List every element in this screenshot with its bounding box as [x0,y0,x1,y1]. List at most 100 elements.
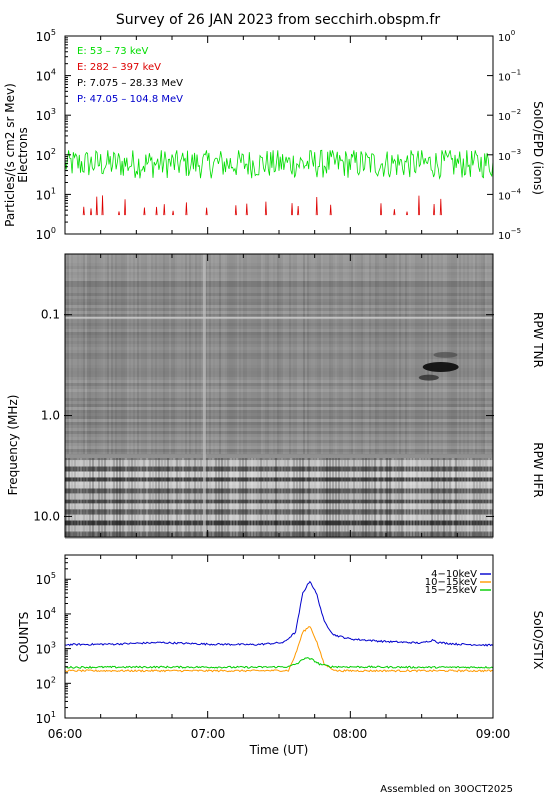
spectrogram-column [427,254,429,454]
spectrogram-row [65,269,493,272]
hfr-column [104,458,106,537]
hfr-column [116,458,118,537]
spectrogram-column [229,254,231,454]
spectrogram-column [267,254,269,454]
hfr-column [221,458,223,537]
hfr-column [215,458,217,537]
series-line-electrons-53-73 [64,149,494,180]
hfr-column [290,458,292,537]
spectrogram-column [295,254,297,454]
spectrogram-column [459,254,461,454]
hfr-column [404,458,406,537]
spectrogram-column [377,254,379,454]
hfr-column [488,458,490,537]
spectrogram-row [65,362,493,365]
hfr-column [206,458,208,537]
hfr-column [182,458,184,537]
spectrogram-column [331,254,333,454]
spectrogram-column [411,254,413,454]
spectrogram-column [403,254,405,454]
y-tick-label: 1.0 [41,409,60,423]
spectrogram-column [171,254,173,454]
spectrogram-column [259,254,261,454]
hfr-column [413,458,415,537]
hfr-column [362,458,364,537]
spectrogram-column [85,254,87,454]
spectrogram-column [353,254,355,454]
spectrogram-row [65,470,493,473]
hfr-column [80,458,82,537]
spectrogram-column [67,254,69,454]
spectrogram-column [487,254,489,454]
epd-legend: E: 53 – 73 keV E: 282 – 397 keV P: 7.075… [77,46,183,105]
spectrogram-column [365,254,367,454]
hfr-band [65,478,493,481]
spectrogram-column [157,254,159,454]
spectrogram-column [475,254,477,454]
spectrogram-column [289,254,291,454]
spectrogram-column [319,254,321,454]
hfr-band [65,504,493,509]
spectrogram-row [65,458,493,461]
spectrogram-row [65,281,493,284]
hfr-column [440,458,442,537]
stix-legend-item: 10−15keV [425,577,477,588]
spectrogram-column [207,254,209,454]
spectrogram-column [77,254,79,454]
hfr-column [395,458,397,537]
spectrogram-row [65,524,493,527]
hfr-column [350,458,352,537]
hfr-column [248,458,250,537]
hfr-column [254,458,256,537]
spectrogram-column [265,254,267,454]
series-spike-electrons-282-397 [205,207,208,216]
spectrogram-column [195,254,197,454]
spectrogram-row [65,443,493,446]
spectrogram-column [231,254,233,454]
spectrogram-column [479,254,481,454]
spectrogram-row [65,413,493,416]
hfr-column [449,458,451,537]
hfr-column [470,458,472,537]
spectrogram-column [317,254,319,454]
x-tick-label: 07:00 [191,727,226,741]
hfr-band [65,526,493,531]
hfr-column [191,458,193,537]
spectrogram-column [191,254,193,454]
spectrogram-column [261,254,263,454]
spectrogram-row [65,377,493,380]
spectrogram-row [65,344,493,347]
spectrogram-column [109,254,111,454]
hfr-column [383,458,385,537]
hfr-column [464,458,466,537]
spectrogram-column [313,254,315,454]
hfr-column [233,458,235,537]
footer-assembled: Assembled on 30OCT2025 [380,784,513,795]
spectrogram-column [399,254,401,454]
spectrogram-column [239,254,241,454]
spectrogram-column [81,254,83,454]
hfr-column [65,458,67,537]
hfr-column [482,458,484,537]
spectrogram-column [209,254,211,454]
spectrogram-row [65,350,493,353]
hfr-column [179,458,181,537]
spectrogram-column [463,254,465,454]
series-spike-electrons-282-397 [82,206,85,216]
hfr-column [446,458,448,537]
spectrogram-column [381,254,383,454]
hfr-column [476,458,478,537]
stix-ylabel: COUNTS [17,612,31,663]
hfr-column [305,458,307,537]
spectrogram-column [249,254,251,454]
hfr-column [365,458,367,537]
hfr-column [137,458,139,537]
series-spike-electrons-282-397 [172,210,175,216]
spectrogram-column [97,254,99,454]
hfr-column [134,458,136,537]
hfr-band [65,494,493,499]
spectrogram-row [65,278,493,281]
hfr-column [212,458,214,537]
hfr-column [419,458,421,537]
hfr-column [386,458,388,537]
